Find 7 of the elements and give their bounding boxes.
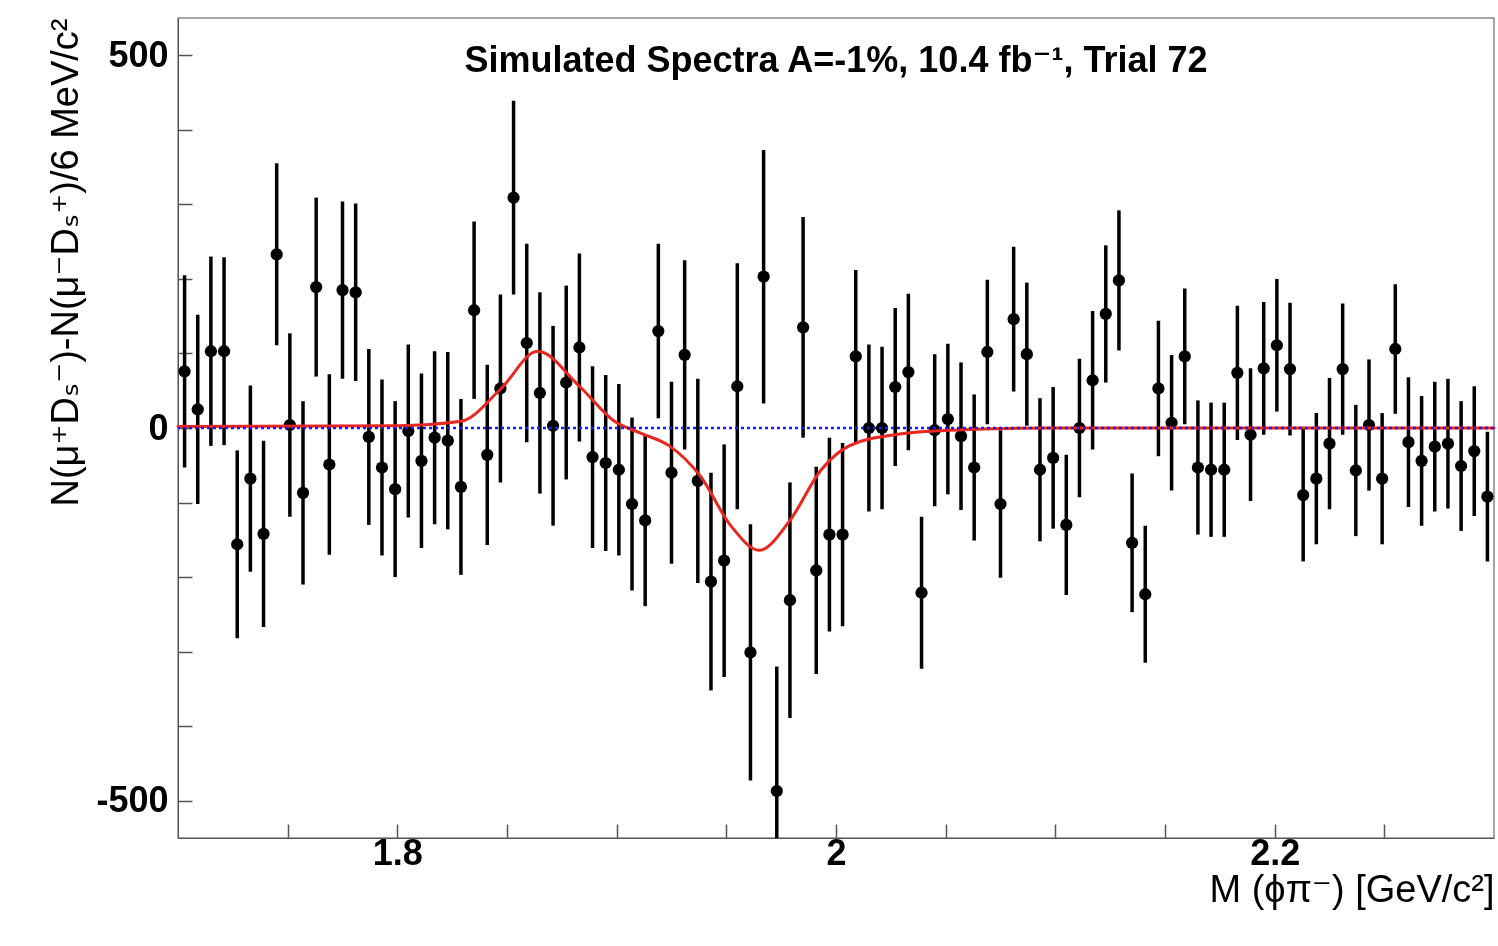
y-tick-label: 500 (108, 33, 169, 75)
y-tick-label: 0 (148, 406, 169, 448)
x-tick-label: 2 (826, 831, 847, 873)
y-tick-label: -500 (96, 779, 169, 821)
y-axis-title: N(μ⁺Dₛ⁻)-N(μ⁻Dₛ⁺)/6 MeV/c² (44, 18, 87, 507)
text: Simulated Spectra A=-1%, 10.4 fb⁻¹, Trial 72 (464, 39, 1208, 80)
x-tick-label: 1.8 (372, 831, 423, 873)
